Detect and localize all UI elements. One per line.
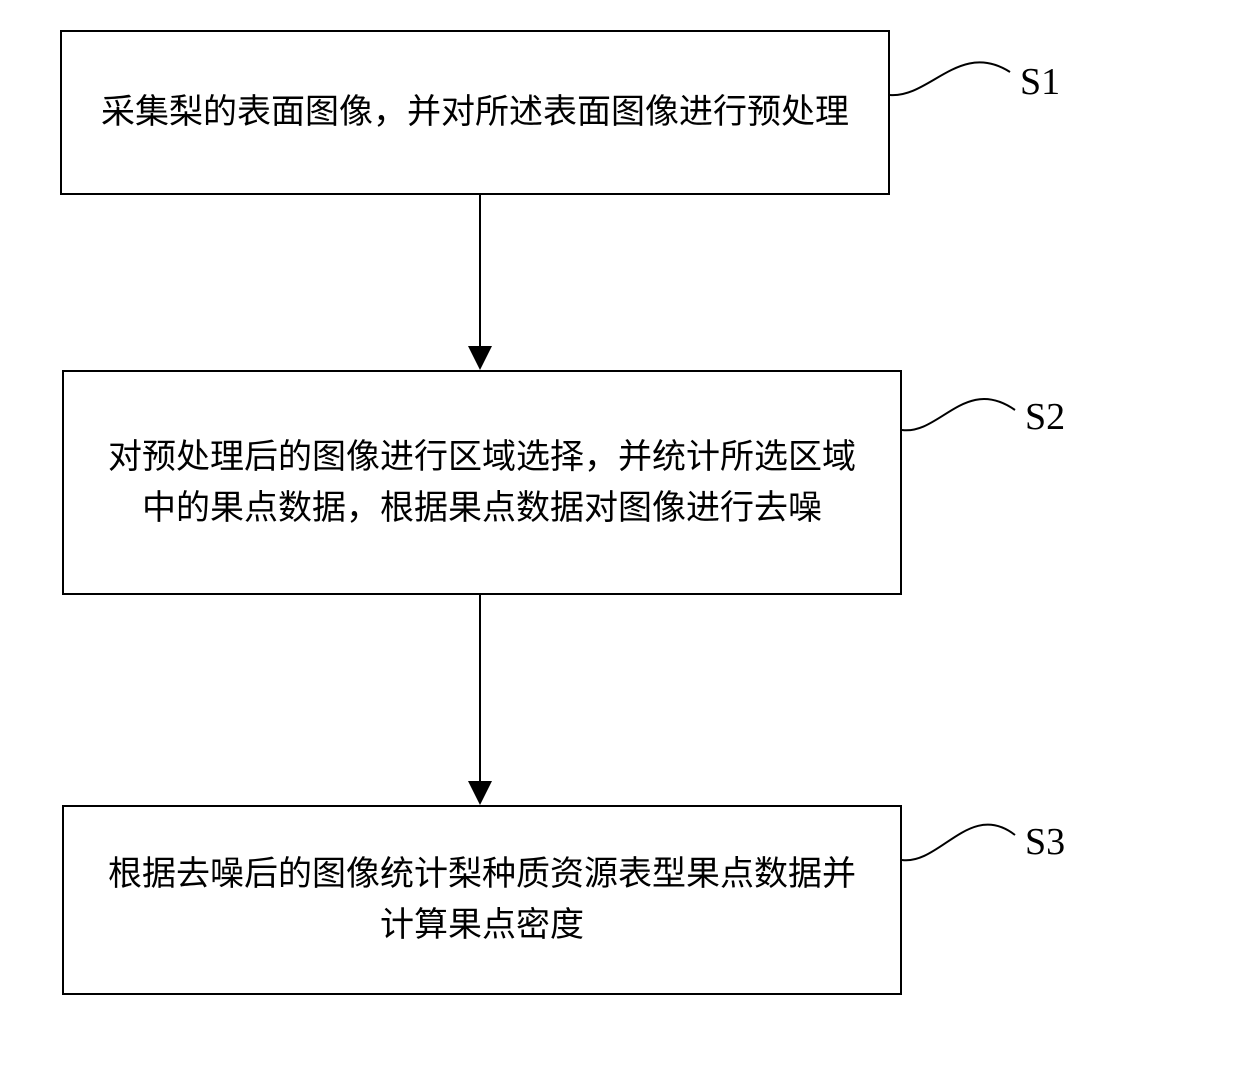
step-label-s3: S3 bbox=[1025, 820, 1065, 864]
flowchart-container: 采集梨的表面图像，并对所述表面图像进行预处理 S1 对预处理后的图像进行区域选择… bbox=[0, 0, 1240, 1091]
label-connector-s3 bbox=[0, 0, 1240, 1091]
